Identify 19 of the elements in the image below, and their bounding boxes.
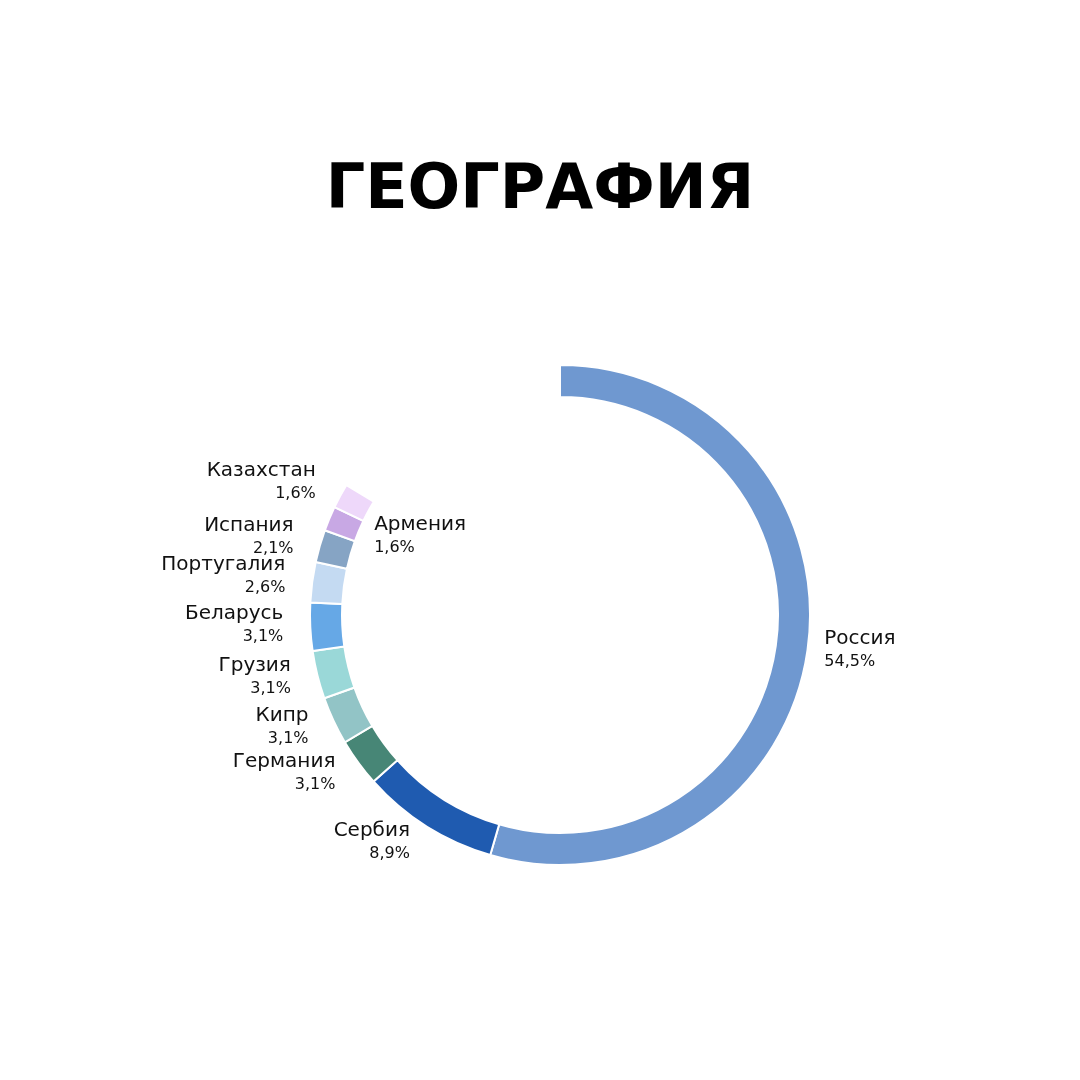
slice-label: Кипр	[255, 702, 309, 727]
slice-label: Россия	[824, 625, 896, 650]
slice-label: Сербия	[333, 817, 410, 842]
data-label: 3,1%	[294, 773, 336, 793]
slice-label: Казахстан	[206, 457, 316, 482]
data-label: 3,1%	[242, 625, 284, 645]
data-label: 54,5%	[824, 651, 876, 671]
slice-label: Испания	[204, 511, 294, 536]
slice-label: Беларусь	[184, 599, 284, 624]
slice-label: Германия	[232, 747, 336, 772]
data-label: 1,6%	[275, 483, 316, 503]
data-label: 1,6%	[374, 537, 415, 557]
data-label: 3,1%	[250, 678, 291, 698]
data-label: 2,6%	[244, 577, 286, 597]
data-label: 8,9%	[369, 843, 410, 863]
chart-title: ГЕОГРАФИЯ	[325, 150, 755, 223]
data-label: 3,1%	[267, 728, 309, 748]
slice-label: Армения	[374, 511, 467, 536]
slice-label: Грузия	[218, 652, 291, 677]
